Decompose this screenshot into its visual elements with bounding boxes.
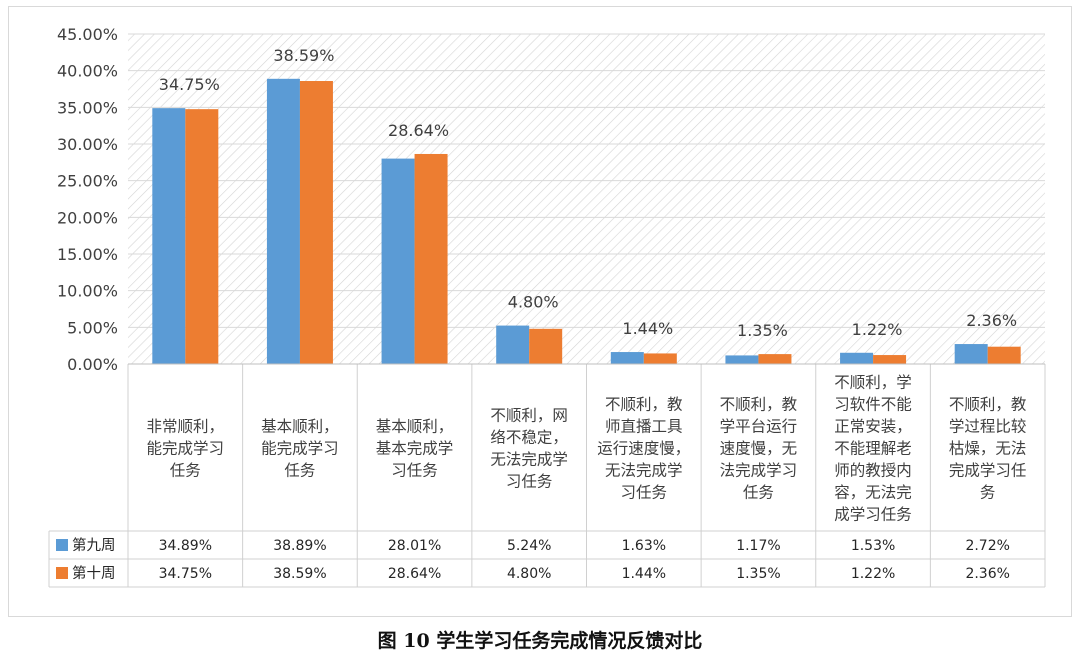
category-label: 任务	[284, 462, 315, 480]
category-label: 法完成学习	[720, 462, 798, 480]
y-tick-label: 15.00%	[57, 245, 118, 264]
table-cell: 28.01%	[388, 538, 441, 554]
y-tick-label: 40.00%	[57, 62, 118, 81]
category-label: 不顺利，教	[720, 396, 798, 414]
y-tick-label: 5.00%	[67, 318, 118, 337]
category-label: 不顺利，学	[834, 374, 912, 392]
table-cell: 28.64%	[388, 566, 441, 582]
y-tick-label: 0.00%	[67, 355, 118, 374]
category-label: 师直播工具	[605, 418, 683, 436]
category-label: 不顺利，教	[605, 396, 683, 414]
table-cell: 1.44%	[622, 566, 666, 582]
category-label: 枯燥，无法	[949, 440, 1027, 458]
table-cell: 1.17%	[736, 538, 780, 554]
category-label: 运行速度慢，	[597, 440, 690, 458]
category-label: 不顺利，网	[490, 407, 568, 425]
category-label: 容，无法完	[834, 484, 912, 502]
data-label: 4.80%	[508, 293, 559, 312]
table-cell: 4.80%	[507, 566, 551, 582]
data-label: 28.64%	[388, 121, 449, 140]
table-cell: 1.22%	[851, 566, 895, 582]
data-label: 1.35%	[737, 321, 788, 340]
bar	[381, 158, 415, 364]
legend-label: 第十周	[72, 564, 116, 582]
category-label: 无法完成学	[605, 462, 683, 480]
y-tick-label: 20.00%	[57, 208, 118, 227]
table-cell: 38.89%	[273, 538, 326, 554]
table-cell: 2.36%	[965, 566, 1009, 582]
y-tick-label: 35.00%	[57, 98, 118, 117]
y-tick-label: 45.00%	[57, 25, 118, 44]
category-label: 正常安装，	[834, 418, 912, 436]
category-label: 任务	[170, 462, 201, 480]
category-label: 不顺利，教	[949, 396, 1027, 414]
bars	[152, 78, 1021, 365]
y-axis-ticks: 0.00% 5.00% 10.00% 15.00% 20.00% 25.00% 30.00%…	[57, 25, 118, 374]
category-label: 习软件不能	[834, 396, 912, 414]
y-tick-label: 10.00%	[57, 282, 118, 301]
category-label: 习任务	[621, 484, 668, 502]
category-label: 基本完成学	[376, 440, 454, 458]
bar	[185, 109, 219, 365]
table-cell: 38.59%	[273, 566, 326, 582]
category-label: 速度慢，无	[720, 440, 798, 458]
category-label: 基本顺利，	[261, 418, 339, 436]
bar	[299, 81, 333, 365]
bar	[954, 344, 988, 364]
category-label: 成学习任务	[834, 506, 912, 524]
y-tick-label: 30.00%	[57, 135, 118, 154]
category-label: 习任务	[391, 462, 438, 480]
data-labels: 34.75% 38.59% 28.64% 4.80% 1.44% 1.35% 1.22% 2.…	[159, 46, 1017, 340]
category-label: 务	[980, 484, 996, 502]
bar	[758, 354, 792, 364]
table-cell: 1.53%	[851, 538, 895, 554]
table-cell: 1.35%	[736, 566, 780, 582]
bar	[840, 352, 874, 364]
bar	[610, 352, 644, 364]
category-label: 完成学习任	[949, 462, 1027, 480]
data-label: 2.36%	[966, 311, 1017, 330]
table-cell: 1.63%	[622, 538, 666, 554]
category-label: 能完成学习	[147, 440, 225, 458]
category-label: 能完成学习	[261, 440, 339, 458]
bar	[529, 328, 563, 364]
data-label: 34.75%	[159, 75, 220, 94]
table-cell: 2.72%	[965, 538, 1009, 554]
data-label: 1.44%	[622, 319, 673, 338]
figure-caption: 图 10 学生学习任务完成情况反馈对比	[378, 629, 703, 652]
legend-swatch	[56, 567, 68, 579]
legend-swatch	[56, 539, 68, 551]
bar	[414, 153, 448, 364]
data-label: 38.59%	[273, 46, 334, 65]
bar	[643, 353, 677, 364]
plot-area-hatch	[128, 34, 1045, 364]
category-label: 非常顺利，	[147, 418, 225, 436]
category-label: 师的教授内	[834, 462, 912, 480]
category-label: 习任务	[506, 473, 553, 491]
category-label: 任务	[743, 484, 774, 502]
table-cell: 5.24%	[507, 538, 551, 554]
category-label: 学过程比较	[949, 418, 1027, 436]
bar	[266, 78, 300, 364]
bar	[152, 108, 186, 364]
bar	[987, 346, 1021, 364]
category-label: 不能理解老	[834, 440, 912, 458]
bar	[725, 355, 759, 364]
category-label: 无法完成学	[490, 451, 568, 469]
category-label: 学平台运行	[720, 418, 798, 436]
y-tick-label: 25.00%	[57, 172, 118, 191]
table-cell: 34.89%	[159, 538, 212, 554]
bar	[496, 325, 530, 364]
data-label: 1.22%	[852, 320, 903, 339]
category-label: 络不稳定，	[490, 429, 568, 447]
bar	[873, 355, 907, 364]
legend-label: 第九周	[72, 536, 116, 554]
category-label: 基本顺利，	[376, 418, 454, 436]
table-cell: 34.75%	[159, 566, 212, 582]
